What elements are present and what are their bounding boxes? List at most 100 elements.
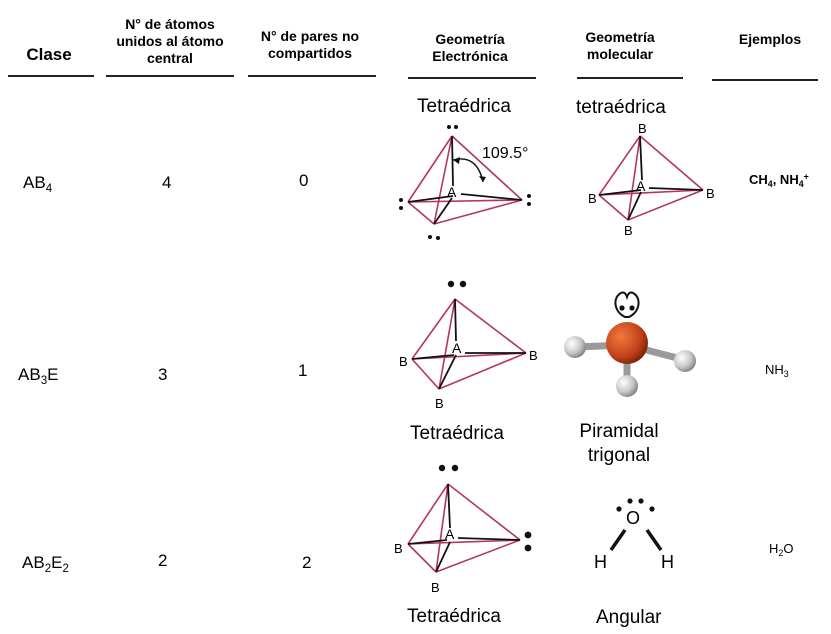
row3-clase-base: AB — [22, 553, 45, 572]
row3-e-lone-pair-top — [438, 464, 459, 472]
row1-ejemplo-sup: + — [803, 171, 809, 182]
row1-m-ligand-bottom: B — [624, 223, 633, 238]
row1-atomos: 4 — [162, 173, 172, 192]
header-atomos-line1: N° de átomos — [125, 16, 215, 32]
header-atomos-line2: unidos al átomo — [116, 33, 224, 49]
row2-m-lobe-dot-right — [629, 305, 635, 311]
row2-electronic-tetrahedron-diagram: A B B B — [399, 280, 538, 411]
header-rule-atomos — [106, 75, 234, 77]
row2-geo-electronica-label: Tetraédrica — [410, 423, 504, 444]
row2-geo-molecular-line2: trigonal — [587, 445, 651, 466]
row1-ejemplo-s2: 4 — [798, 179, 804, 190]
row1-ejemplo-p2: , NH — [772, 172, 799, 187]
row1-m-ligand-right: B — [706, 186, 715, 201]
row1-e-lone-pairs — [399, 125, 531, 240]
row1-clase: AB4 — [23, 173, 53, 196]
row2-e-ligand-bottom: B — [435, 396, 444, 411]
row2-e-ligand-right: B — [529, 348, 538, 363]
row3-clase: AB2E2 — [22, 553, 69, 576]
row2-e-ligand-left: B — [399, 354, 408, 369]
row3-atomos: 2 — [158, 551, 168, 570]
row2-molecular-ball-stick-diagram — [564, 291, 696, 397]
header-clase: Clase — [26, 45, 72, 64]
row1-m-ligand-left: B — [588, 191, 597, 206]
header-atomos-line3: central — [147, 50, 193, 66]
row3-m-hydrogen-left: H — [594, 552, 607, 572]
row1-ejemplo-p1: CH — [749, 172, 768, 187]
row1-angle-arrow-top — [453, 157, 460, 164]
header-pares-line2: compartidos — [267, 45, 352, 61]
row2-e-lone-pair — [447, 280, 467, 288]
row2-m-ligand-sphere-left — [564, 336, 586, 358]
row1-ejemplo-s1: 4 — [767, 179, 773, 190]
row1-m-ligand-top: B — [638, 121, 647, 136]
row2-e-bonds — [411, 298, 526, 390]
header-geo-electronica: Geometría Electrónica — [395, 31, 545, 65]
row2-m-lobe-dot-left — [619, 305, 625, 311]
row2-clase: AB3E — [18, 365, 59, 388]
row2-geo-molecular-label: Piramidal trigonal — [572, 420, 666, 468]
row3-m-oxygen: O — [626, 508, 640, 528]
row3-ejemplo-p1: H — [769, 541, 779, 556]
row3-clase-sub1: 2 — [44, 563, 52, 576]
header-rule-clase — [8, 75, 94, 77]
row1-molecular-tetrahedron-diagram: B A B B B — [588, 121, 715, 238]
row3-pares: 2 — [302, 553, 312, 572]
row2-clase-sub: 3 — [40, 375, 48, 388]
row1-e-pink-edges — [407, 135, 523, 225]
row2-ejemplo-p1: NH — [765, 362, 784, 377]
header-geo-molecular: Geometría molecular — [560, 29, 680, 63]
row3-m-lone-pairs — [616, 498, 655, 512]
row3-m-bonds — [609, 528, 663, 552]
row3-e-ligand-left: B — [394, 541, 403, 556]
row2-ejemplo-s1: 3 — [783, 369, 789, 380]
header-geo-molecular-line2: molecular — [586, 46, 654, 62]
row1-geo-electronica-label: Tetraédrica — [417, 96, 511, 117]
row1-geo-molecular-label: tetraédrica — [576, 97, 666, 118]
header-geo-electronica-line2: Electrónica — [432, 48, 508, 64]
row1-m-center-atom: A — [636, 178, 646, 194]
header-rule-pares — [248, 75, 376, 77]
header-geo-molecular-line1: Geometría — [585, 29, 655, 45]
row2-geo-molecular-line1: Piramidal — [579, 421, 659, 442]
row3-clase-sub2: 2 — [62, 563, 69, 576]
header-geo-electronica-line1: Geometría — [435, 31, 505, 47]
row1-angle-label: 109.5° — [482, 145, 528, 162]
row3-e-center-atom: A — [445, 526, 455, 542]
row1-m-bonds — [598, 135, 704, 221]
row2-ejemplo: NH3 — [765, 362, 789, 380]
row3-e-ligand-bottom: B — [431, 580, 440, 595]
row2-clase-base: AB — [18, 365, 41, 384]
row2-pares: 1 — [298, 361, 308, 380]
header-rule-geo-molecular — [577, 77, 683, 79]
header-rule-ejemplos — [712, 79, 818, 81]
row3-geo-electronica-label: Tetraédrica — [407, 606, 501, 627]
row2-e-center-atom: A — [452, 340, 462, 356]
row2-atomos: 3 — [158, 365, 168, 384]
row2-clase-mid: E — [47, 365, 59, 384]
row3-molecular-bent-diagram: O H H — [594, 498, 674, 572]
row3-clase-mid: E — [51, 553, 63, 572]
row3-m-hydrogen-right: H — [661, 552, 674, 572]
row3-e-bonds — [407, 483, 521, 573]
row3-ejemplo-s1: 2 — [778, 548, 784, 559]
row2-m-center-sphere — [606, 322, 648, 364]
row1-ejemplo: CH4, NH4+ — [749, 171, 809, 190]
row2-m-ligand-sphere-right — [674, 350, 696, 372]
row2-m-lone-pair-lobe — [614, 291, 640, 318]
row3-ejemplo: H2O — [769, 541, 793, 559]
row1-pares: 0 — [299, 171, 309, 190]
row1-e-center-atom: A — [447, 184, 457, 200]
row3-geo-molecular-label: Angular — [596, 607, 662, 628]
row1-clase-sub: 4 — [45, 183, 53, 196]
row1-m-pink-edges — [598, 135, 704, 221]
row1-electronic-tetrahedron-diagram: A 109.5° — [399, 125, 531, 240]
row1-e-bonds — [407, 135, 523, 225]
header-rule-geo-electronica — [408, 77, 536, 79]
row1-clase-base: AB — [23, 173, 46, 192]
header-pares-line1: N° de pares no — [260, 28, 360, 44]
row3-electronic-tetrahedron-diagram: A B B — [394, 464, 532, 595]
row2-m-ligand-sphere-bottom — [616, 375, 638, 397]
row3-e-lone-pair-right — [524, 531, 532, 552]
row1-angle-arrow-bottom — [479, 176, 486, 182]
